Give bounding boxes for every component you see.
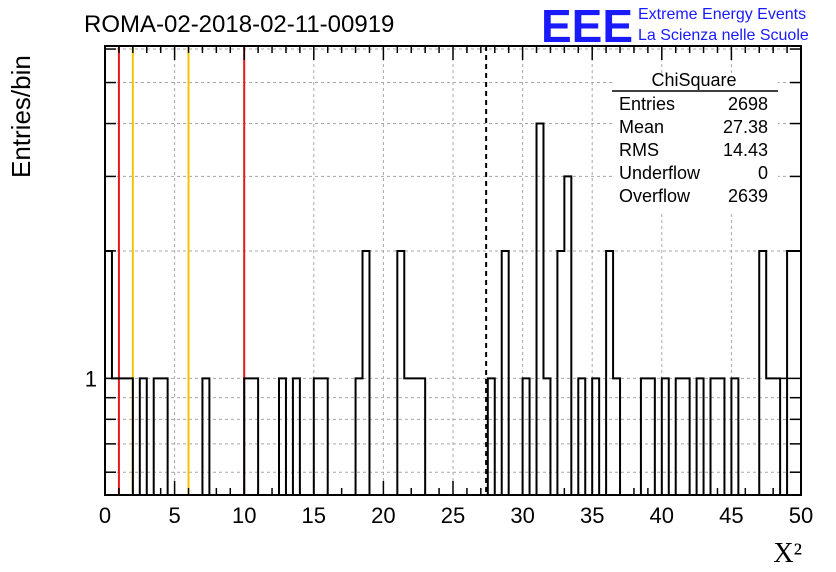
logo-line2: La Scienza nelle Scuole (638, 27, 809, 44)
x-axis-ticks: 0 5 10 15 20 25 30 35 40 45 50 (99, 46, 813, 528)
x-tick-label: 25 (441, 503, 465, 528)
histogram-bin (154, 378, 161, 495)
histogram-bin (404, 378, 411, 495)
histogram-bin (787, 251, 794, 495)
histogram-bin (321, 378, 328, 495)
x-tick-label: 30 (510, 503, 534, 528)
stats-value: 27.38 (723, 117, 768, 137)
histogram-bin (161, 378, 168, 495)
histogram-bin (397, 251, 404, 495)
histogram-bin (314, 378, 321, 495)
stats-box: ChiSquare Entries 2698 Mean 27.38 RMS 14.43 Un… (612, 70, 778, 214)
histogram-bin (244, 378, 251, 495)
x-tick-label: 0 (99, 503, 111, 528)
histogram-bin (112, 378, 119, 495)
logo-mark: EEE (541, 0, 633, 52)
stats-rows: Entries 2698 Mean 27.38 RMS 14.43 Underflow 0 Ov… (619, 94, 768, 206)
x-axis-title: X² (773, 538, 802, 569)
chart-title: ROMA-02-2018-02-11-00919 (84, 11, 394, 38)
x-tick-label: 50 (789, 503, 813, 528)
stats-label: Underflow (619, 163, 701, 183)
histogram-bin (356, 378, 363, 495)
histogram-bin (662, 378, 669, 495)
histogram-bin (794, 251, 801, 495)
stats-name: ChiSquare (651, 70, 736, 90)
histogram-bin (641, 378, 648, 495)
histogram-bin (251, 378, 258, 495)
x-tick-label: 5 (168, 503, 180, 528)
histogram-bin (502, 251, 509, 495)
histogram-bin (711, 378, 718, 495)
x-tick-label: 10 (232, 503, 256, 528)
histogram-bin (293, 378, 300, 495)
histogram-bin (105, 251, 112, 495)
eee-logo: EEE Extreme Energy Events La Scienza nel… (541, 0, 809, 52)
histogram-bin (119, 378, 126, 495)
y-tick-label: 1 (85, 366, 97, 391)
histogram-bin (126, 378, 133, 495)
stats-value: 2639 (728, 186, 768, 206)
histogram-bin (578, 378, 585, 495)
stats-label: Mean (619, 117, 664, 137)
y-axis-ticks: 1 (85, 48, 801, 473)
histogram-bin (648, 378, 655, 495)
stats-background (612, 74, 778, 214)
histogram-bin (140, 378, 147, 495)
histogram-bin (557, 251, 564, 495)
histogram-bin (543, 378, 550, 495)
histogram-bin (766, 378, 773, 495)
stats-value: 0 (758, 163, 768, 183)
y-axis-title: Entries/bin (6, 55, 36, 178)
histogram-bin (411, 378, 418, 495)
grid (105, 46, 801, 495)
histogram-bin (606, 251, 613, 495)
histogram-bin (537, 124, 544, 495)
histogram-bin (363, 251, 370, 495)
x-tick-label: 35 (580, 503, 604, 528)
histogram-bin (202, 378, 209, 495)
histogram-bin (759, 251, 766, 495)
histogram-bin (676, 378, 683, 495)
histogram-bin (418, 378, 425, 495)
reference-lines (117, 46, 488, 495)
histogram-bin (773, 378, 780, 495)
x-tick-label: 15 (302, 503, 326, 528)
histogram-bin (731, 378, 738, 495)
histogram-bin (279, 378, 286, 495)
logo-line1: Extreme Energy Events (638, 6, 806, 23)
x-tick-label: 40 (650, 503, 674, 528)
x-tick-label: 45 (719, 503, 743, 528)
histogram-bin (564, 176, 571, 495)
stats-value: 14.43 (723, 140, 768, 160)
stats-label: Overflow (619, 186, 691, 206)
histogram-bin (523, 378, 530, 495)
histogram-bin (697, 378, 704, 495)
histogram-bin (717, 378, 724, 495)
stats-value: 2698 (728, 94, 768, 114)
x-tick-label: 20 (371, 503, 395, 528)
stats-label: RMS (619, 140, 659, 160)
stats-label: Entries (619, 94, 675, 114)
histogram-bin (683, 378, 690, 495)
histogram-bin (613, 378, 620, 495)
histogram-bin (592, 378, 599, 495)
histogram-bin (488, 378, 495, 495)
